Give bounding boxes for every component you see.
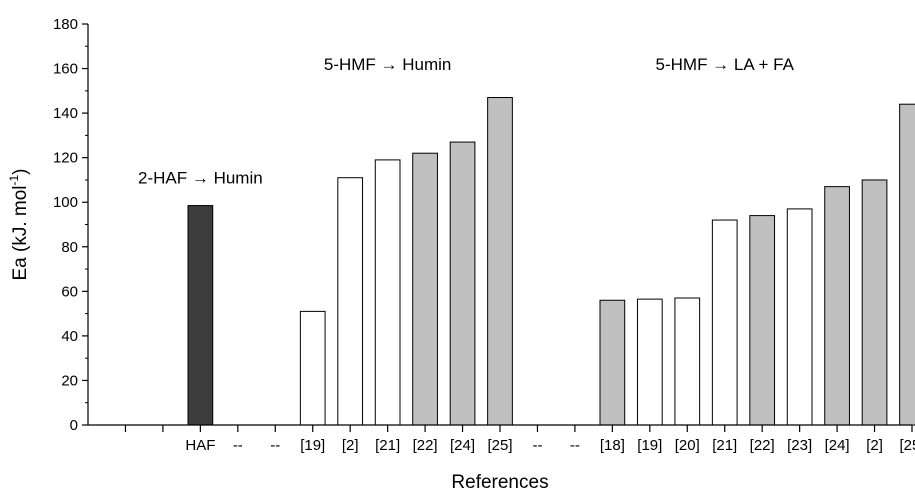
bar <box>337 177 364 426</box>
y-tick-label: 100 <box>53 194 78 211</box>
y-tick-label: 80 <box>61 239 78 256</box>
chart-annotation: 5-HMF → Humin <box>324 55 452 74</box>
chart-annotation: 5-HMF → LA + FA <box>656 55 795 74</box>
x-tick-label: [22] <box>413 437 438 454</box>
x-tick-label: [25] <box>899 437 915 454</box>
x-tick-label: [19] <box>300 437 325 454</box>
x-tick-label: [21] <box>712 437 737 454</box>
annotations-group: 2-HAF → Humin 5-HMF → Humin 5-HMF → LA + F… <box>138 55 795 188</box>
bar <box>861 179 888 426</box>
bar <box>599 299 626 426</box>
x-tick-label: [22] <box>750 437 775 454</box>
y-ticks-group: 0 20 40 60 80 100 120 140 160 180 <box>53 16 88 434</box>
y-tick-label: 180 <box>53 16 78 33</box>
x-tick-label: [25] <box>487 437 512 454</box>
y-tick-label: 20 <box>61 372 78 389</box>
bar <box>412 152 438 426</box>
x-tick-label: -- <box>233 437 243 454</box>
x-tick-label: [18] <box>600 437 625 454</box>
bar <box>636 298 663 426</box>
y-axis-title-superscript: -1 <box>7 174 21 185</box>
y-tick-label: 60 <box>61 283 78 300</box>
chart-annotation: 2-HAF → Humin <box>138 169 263 188</box>
bar <box>899 103 915 426</box>
bar <box>786 208 813 426</box>
y-axis-title-main: Ea (kJ. mol <box>10 185 31 280</box>
y-tick-label: 160 <box>53 61 78 78</box>
bar <box>299 310 326 426</box>
x-tick-label: -- <box>532 437 542 454</box>
y-axis-title: Ea (kJ. mol-1) <box>7 168 31 280</box>
x-tick-label: [19] <box>637 437 662 454</box>
y-tick-label: 140 <box>53 105 78 122</box>
x-tick-label: -- <box>570 437 580 454</box>
x-ticks-group: HAF -- -- [19] [2] [21] [22] [24] [25] -- -- [18] [1… <box>124 425 915 454</box>
bar <box>749 215 776 426</box>
x-axis-title: References <box>451 472 548 492</box>
bar <box>449 141 476 426</box>
y-axis-title-close: ) <box>10 168 31 174</box>
x-tick-label: -- <box>270 437 280 454</box>
x-tick-label: [20] <box>675 437 700 454</box>
x-tick-label: [23] <box>787 437 812 454</box>
x-tick-label: [2] <box>342 437 359 454</box>
bar <box>187 205 214 426</box>
bar <box>487 97 513 426</box>
x-tick-label: [24] <box>450 437 475 454</box>
x-tick-label: [2] <box>866 437 883 454</box>
bar <box>374 159 401 426</box>
x-tick-label: [24] <box>825 437 850 454</box>
y-tick-label: 120 <box>53 150 78 167</box>
bars-group <box>187 97 915 426</box>
y-tick-label: 40 <box>61 328 78 345</box>
x-tick-label: [21] <box>375 437 400 454</box>
x-tick-label: HAF <box>185 437 215 454</box>
bar <box>711 219 738 426</box>
y-tick-label: 0 <box>70 417 78 434</box>
bar <box>824 186 850 426</box>
bar <box>674 297 701 426</box>
